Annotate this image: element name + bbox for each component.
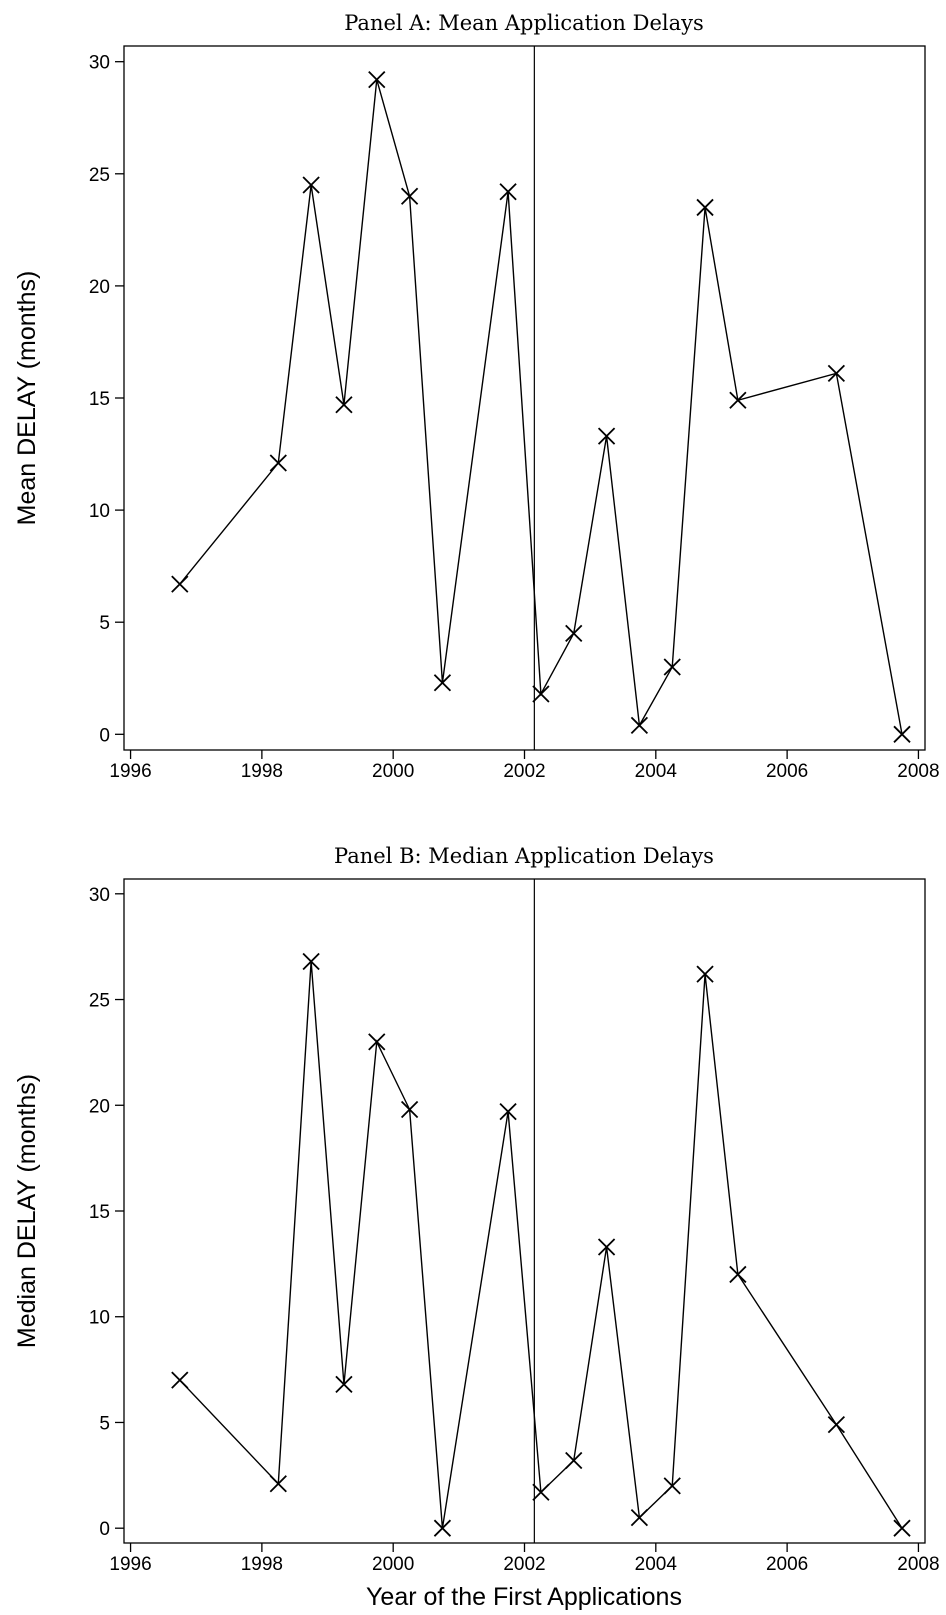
panel-b-y-tick-label: 15 <box>89 1202 110 1223</box>
panel-b-data-point <box>433 1519 452 1537</box>
panel-b-x-tick-label: 2008 <box>897 1554 939 1575</box>
panel-a-data-point <box>400 187 419 205</box>
panel-a-y-tick-label: 25 <box>89 165 110 186</box>
panel-b-data-point <box>827 1415 846 1434</box>
panel-b-x-tick-label: 1998 <box>241 1554 283 1575</box>
panel-a-x-tick-label: 2002 <box>503 761 545 782</box>
panel-a-data-point <box>499 183 517 201</box>
panel-b-x-tick-label: 1996 <box>109 1554 151 1575</box>
panel-b-markers <box>171 952 911 1537</box>
panel-a-y-tick-label: 0 <box>99 725 110 746</box>
panel-a-data-point <box>368 70 386 89</box>
panel-b-data-point <box>171 1371 189 1389</box>
panel-a-data-point <box>663 658 681 676</box>
panel-a-y-tick-label: 5 <box>99 613 110 634</box>
panel-a-series-line <box>179 79 903 735</box>
panel-b-y-tick-label: 30 <box>89 885 110 906</box>
panel-a-data-point <box>269 454 287 472</box>
panel-b-data-point <box>696 965 714 983</box>
panel-b-frame <box>123 878 926 1544</box>
panel-b-data-point <box>532 1483 550 1501</box>
panel-a-data-point <box>597 427 616 445</box>
panel-a-y-tick-label: 30 <box>89 53 110 74</box>
panel-b-data-point <box>893 1519 911 1537</box>
panel-a-data-point <box>532 685 550 703</box>
panel-b-x-tick-label: 2004 <box>635 1554 678 1575</box>
panel-b-x-axis-label: Year of the First Applications <box>366 1583 682 1611</box>
panel-a-data-point <box>565 624 583 643</box>
panel-a-data-point <box>630 716 649 734</box>
panel-a-data-point <box>893 725 911 743</box>
panel-a-data-point <box>696 198 714 217</box>
panel-b-data-point <box>400 1100 419 1119</box>
panel-a-data-point <box>335 396 353 414</box>
panel-b-data-point <box>597 1238 616 1256</box>
panel-a-data-point <box>729 391 747 409</box>
panel-a-y-ticks: 0 5 10 15 20 25 30 <box>89 53 124 746</box>
panel-a-title: Panel A: Mean Application Delays <box>344 11 704 35</box>
panel-b-data-point <box>335 1375 353 1394</box>
panel-a-x-tick-label: 2000 <box>372 761 414 782</box>
panel-b-x-ticks: 1996 1998 2000 2002 2004 2006 2008 <box>109 1543 940 1575</box>
panel-b-x-tick-label: 2002 <box>503 1554 545 1575</box>
panel-a-y-tick-label: 10 <box>89 501 110 522</box>
panel-b-y-tick-label: 25 <box>89 991 110 1012</box>
panel-a-markers <box>171 70 911 743</box>
panel-a-y-tick-label: 20 <box>89 277 110 298</box>
panel-b-y-ticks: 0 5 10 15 20 25 30 <box>89 885 124 1540</box>
panel-b-data-point <box>269 1475 287 1493</box>
panel-b-y-tick-label: 10 <box>89 1308 110 1329</box>
panel-b-data-point <box>368 1033 386 1051</box>
panel-b-series-line <box>179 961 903 1529</box>
panel-b-data-point <box>630 1508 649 1527</box>
panel-b-data-point <box>729 1265 747 1284</box>
panel-a-y-tick-label: 15 <box>89 389 110 410</box>
panel-a-data-point <box>827 364 846 382</box>
panel-a: Panel A: Mean Application Delays Mean DE… <box>13 11 940 782</box>
panel-b-y-tick-label: 0 <box>99 1519 110 1540</box>
panel-b-title: Panel B: Median Application Delays <box>334 844 714 868</box>
panel-b-y-tick-label: 5 <box>99 1413 110 1434</box>
panel-a-x-ticks: 1996 1998 2000 2002 2004 2006 2008 <box>109 750 940 782</box>
panel-b-x-tick-label: 2006 <box>766 1554 808 1575</box>
panel-a-x-tick-label: 2006 <box>766 761 808 782</box>
panel-a-data-point <box>302 176 320 194</box>
panel-a-data-point <box>171 575 189 593</box>
panel-b-y-axis-label: Median DELAY (months) <box>13 1074 41 1348</box>
panel-a-frame <box>123 45 926 751</box>
panel-b-data-point <box>565 1451 583 1470</box>
panel-b-data-point <box>499 1102 517 1121</box>
panel-b-data-point <box>302 952 320 971</box>
panel-a-x-tick-label: 1996 <box>109 761 151 782</box>
panel-a-x-tick-label: 2008 <box>897 761 939 782</box>
panel-b-y-tick-label: 20 <box>89 1096 110 1117</box>
panel-b: Panel B: Median Application Delays Media… <box>13 844 940 1611</box>
panel-a-data-point <box>433 674 452 692</box>
panel-a-y-axis-label: Mean DELAY (months) <box>13 271 41 526</box>
panel-b-x-tick-label: 2000 <box>372 1554 414 1575</box>
panel-a-x-tick-label: 2004 <box>635 761 678 782</box>
panel-a-x-tick-label: 1998 <box>241 761 283 782</box>
panel-b-data-point <box>663 1477 681 1495</box>
